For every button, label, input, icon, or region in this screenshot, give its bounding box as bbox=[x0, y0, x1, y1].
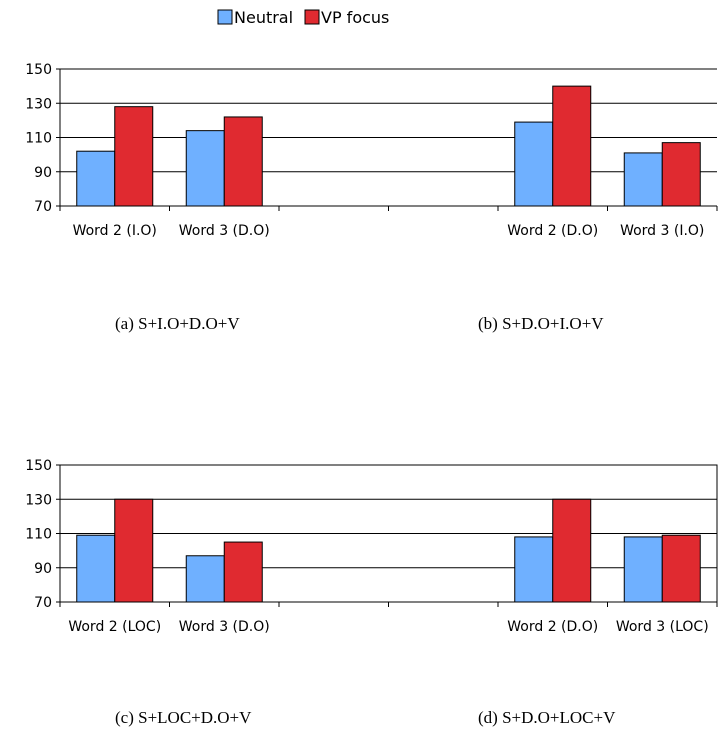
y-tick-label: 130 bbox=[25, 492, 52, 508]
y-tick-label: 90 bbox=[34, 165, 52, 181]
bar-vp-focus bbox=[661, 142, 701, 207]
bar-neutral bbox=[185, 130, 225, 207]
y-tick-label: 150 bbox=[25, 62, 52, 78]
caption-b: (b) S+D.O+I.O+V bbox=[478, 314, 604, 333]
legend-label-vp-focus: VP focus bbox=[321, 8, 389, 27]
chart-bottom: 70 90 110 130 150 Word 2 (LOC) Word 3 (D.O) Wor… bbox=[25, 458, 718, 635]
category-label: Word 2 (D.O) bbox=[507, 223, 598, 239]
y-tick-label: 70 bbox=[34, 199, 52, 215]
y-tick-label: 150 bbox=[25, 458, 52, 474]
legend: Neutral VP focus bbox=[217, 8, 389, 27]
bar-neutral bbox=[623, 536, 663, 603]
category-label: Word 3 (D.O) bbox=[179, 619, 270, 635]
category-label: Word 3 (D.O) bbox=[179, 223, 270, 239]
bar-vp-focus bbox=[223, 116, 263, 207]
bar-vp-focus bbox=[223, 541, 263, 603]
caption-c: (c) S+LOC+D.O+V bbox=[115, 708, 252, 727]
bar-vp-focus bbox=[114, 498, 154, 603]
bar-neutral bbox=[185, 555, 225, 603]
y-tick-label: 110 bbox=[25, 131, 52, 147]
caption-a: (a) S+I.O+D.O+V bbox=[115, 314, 240, 333]
legend-label-neutral: Neutral bbox=[234, 8, 293, 27]
category-label: Word 2 (D.O) bbox=[507, 619, 598, 635]
bar-vp-focus bbox=[552, 498, 592, 603]
category-label: Word 3 (I.O) bbox=[620, 223, 704, 239]
bar-neutral bbox=[623, 152, 663, 207]
category-label: Word 2 (I.O) bbox=[73, 223, 157, 239]
category-label: Word 2 (LOC) bbox=[68, 619, 161, 635]
bar-neutral bbox=[76, 534, 116, 603]
bar-neutral bbox=[514, 121, 554, 207]
bar-vp-focus bbox=[661, 534, 701, 603]
legend-swatch-vp-focus bbox=[304, 9, 320, 25]
bar-vp-focus bbox=[114, 106, 154, 207]
y-tick-label: 110 bbox=[25, 527, 52, 543]
y-tick-label: 70 bbox=[34, 595, 52, 611]
bar-neutral bbox=[76, 150, 116, 207]
bar-vp-focus bbox=[552, 85, 592, 207]
bar-neutral bbox=[514, 536, 554, 603]
legend-swatch-neutral bbox=[217, 9, 233, 25]
category-label: Word 3 (LOC) bbox=[616, 619, 709, 635]
caption-d: (d) S+D.O+LOC+V bbox=[478, 708, 616, 727]
y-tick-label: 130 bbox=[25, 96, 52, 112]
y-tick-label: 90 bbox=[34, 561, 52, 577]
chart-top: 70 90 110 130 150 Word 2 (I.O) Word 3 (D.O) Wor… bbox=[25, 62, 718, 239]
